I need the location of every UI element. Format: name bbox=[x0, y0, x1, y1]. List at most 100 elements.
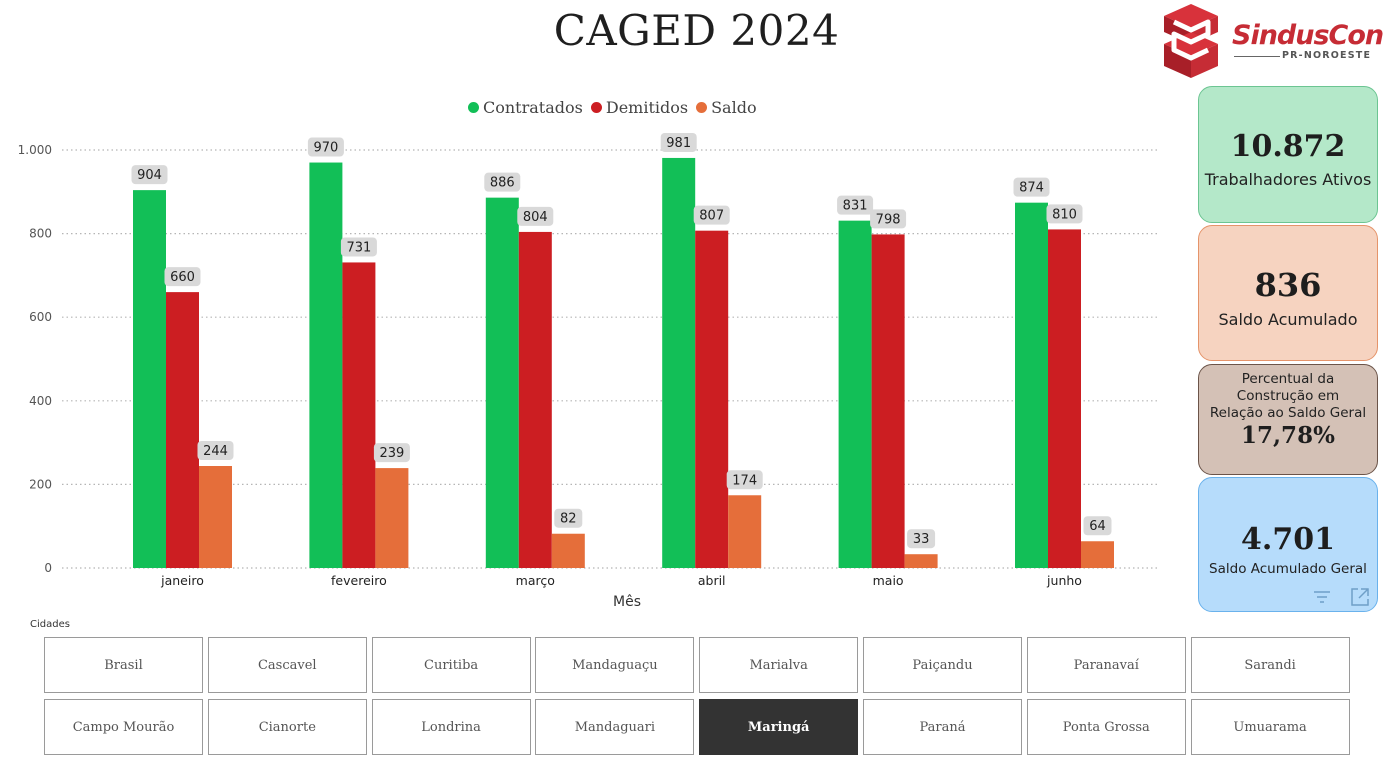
bar-demitidos[interactable] bbox=[695, 230, 729, 568]
bar-demitidos[interactable] bbox=[342, 262, 376, 568]
legend-item-saldo[interactable]: Saldo bbox=[696, 98, 757, 117]
bar-saldo[interactable] bbox=[551, 533, 585, 568]
bar-contratados[interactable] bbox=[662, 157, 696, 568]
data-label: 970 bbox=[313, 141, 338, 156]
data-label: 244 bbox=[203, 444, 228, 459]
data-label-bg bbox=[164, 267, 201, 287]
x-tick-label: fevereiro bbox=[331, 573, 387, 588]
bar-saldo[interactable] bbox=[1081, 541, 1114, 568]
city-tile[interactable]: Maringá bbox=[699, 699, 859, 755]
bar-demitidos[interactable] bbox=[1048, 229, 1081, 569]
kpi-value: 17,78% bbox=[1241, 422, 1335, 449]
y-tick-label: 600 bbox=[29, 310, 52, 324]
city-tile[interactable]: Umuarama bbox=[1190, 699, 1350, 755]
focus-mode-icon[interactable] bbox=[1349, 586, 1371, 608]
kpi-card-percentual-construcao[interactable]: Percentual da Construção em Relação ao S… bbox=[1198, 364, 1378, 475]
data-label-bg bbox=[870, 209, 907, 229]
city-tile[interactable]: Paiçandu bbox=[863, 637, 1022, 693]
data-label: 904 bbox=[137, 168, 162, 183]
legend-item-contratados[interactable]: Contratados bbox=[468, 98, 583, 117]
kpi-label: Saldo Acumulado Geral bbox=[1209, 561, 1367, 577]
city-tile[interactable]: Ponta Grossa bbox=[1026, 699, 1186, 755]
bar-contratados[interactable] bbox=[838, 220, 872, 568]
filter-icon[interactable] bbox=[1311, 586, 1333, 608]
data-label-bg bbox=[1046, 204, 1083, 224]
data-label: 804 bbox=[523, 210, 548, 225]
city-tile[interactable]: Campo Mourão bbox=[44, 699, 203, 755]
data-label-bg bbox=[1013, 177, 1050, 197]
data-label: 810 bbox=[1052, 207, 1077, 222]
legend-label: Contratados bbox=[483, 98, 583, 117]
city-tile[interactable]: Mandaguaçu bbox=[535, 637, 695, 693]
bar-saldo[interactable] bbox=[728, 495, 762, 568]
bar-contratados[interactable] bbox=[133, 190, 166, 568]
city-tile[interactable]: Paranavaí bbox=[1026, 637, 1186, 693]
bar-demitidos[interactable] bbox=[518, 231, 552, 568]
bar-demitidos[interactable] bbox=[871, 234, 905, 568]
legend-dot bbox=[468, 102, 479, 113]
city-tile[interactable]: Sarandi bbox=[1190, 637, 1350, 693]
logo-mark-icon bbox=[1164, 4, 1218, 78]
data-label-bg bbox=[373, 443, 410, 463]
sinduscon-logo bbox=[1164, 4, 1218, 78]
kpi-card-saldo-acumulado[interactable]: 836 Saldo Acumulado bbox=[1198, 225, 1378, 361]
bar-contratados[interactable] bbox=[309, 162, 343, 568]
data-label-bg bbox=[340, 237, 377, 257]
data-label: 33 bbox=[913, 532, 930, 547]
data-label-bg bbox=[554, 508, 583, 528]
data-label-bg bbox=[907, 529, 936, 549]
data-label: 82 bbox=[560, 512, 577, 527]
kpi-card-trabalhadores-ativos[interactable]: 10.872 Trabalhadores Ativos bbox=[1198, 86, 1378, 223]
kpi-label-line: Percentual da bbox=[1241, 371, 1335, 387]
data-label: 874 bbox=[1019, 181, 1044, 196]
bar-contratados[interactable] bbox=[485, 197, 519, 568]
data-label-bg bbox=[131, 165, 168, 185]
data-label: 886 bbox=[490, 176, 515, 191]
bar-saldo[interactable] bbox=[375, 468, 409, 568]
kpi-value: 4.701 bbox=[1241, 522, 1335, 557]
city-tile[interactable]: Curitiba bbox=[371, 637, 531, 693]
x-tick-label: janeiro bbox=[160, 573, 204, 588]
y-tick-label: 400 bbox=[29, 394, 52, 408]
y-tick-label: 200 bbox=[29, 477, 52, 491]
data-label: 807 bbox=[699, 209, 724, 224]
kpi-value: 836 bbox=[1254, 266, 1322, 304]
slicer-title: Cidades bbox=[30, 619, 70, 630]
bar-saldo[interactable] bbox=[904, 554, 938, 568]
data-label: 731 bbox=[346, 240, 371, 255]
city-tile[interactable]: Paraná bbox=[863, 699, 1022, 755]
kpi-card-saldo-acumulado-geral[interactable]: 4.701 Saldo Acumulado Geral bbox=[1198, 477, 1378, 612]
bar-saldo[interactable] bbox=[199, 466, 232, 568]
legend-label: Demitidos bbox=[605, 98, 689, 117]
city-tile[interactable]: Mandaguari bbox=[535, 699, 695, 755]
x-tick-label: abril bbox=[698, 573, 726, 588]
x-axis-title: Mês bbox=[613, 594, 641, 610]
city-tile[interactable]: Cianorte bbox=[207, 699, 367, 755]
y-tick-label: 1.000 bbox=[18, 143, 52, 157]
logo-name: SindusCon bbox=[1232, 20, 1384, 51]
page-title: CAGED 2024 bbox=[553, 6, 840, 55]
x-tick-label: março bbox=[516, 573, 555, 588]
kpi-label: Saldo Acumulado bbox=[1218, 310, 1358, 329]
city-tile[interactable]: Marialva bbox=[699, 637, 859, 693]
city-tile[interactable]: Londrina bbox=[371, 699, 531, 755]
data-label: 981 bbox=[666, 136, 691, 151]
bar-chart: 0 200 400 600 800 1.000 904 660 244 janeiro 970 731… bbox=[18, 132, 1160, 610]
city-tile[interactable]: Cascavel bbox=[207, 637, 367, 693]
legend-dot bbox=[590, 102, 602, 113]
legend-label: Saldo bbox=[711, 98, 757, 117]
data-label-bg bbox=[484, 172, 521, 192]
kpi-label: Trabalhadores Ativos bbox=[1204, 170, 1372, 189]
bar-demitidos[interactable] bbox=[166, 292, 199, 568]
kpi-label: Percentual da Construção em Relação ao S… bbox=[1199, 371, 1377, 422]
chart-legend: Contratados Demitidos Saldo bbox=[468, 98, 757, 117]
logo-subtitle: PR-NOROESTE bbox=[1282, 50, 1372, 61]
legend-item-demitidos[interactable]: Demitidos bbox=[590, 98, 689, 117]
data-label: 831 bbox=[843, 199, 868, 214]
y-tick-label: 800 bbox=[29, 227, 52, 241]
kpi-value: 10.872 bbox=[1230, 129, 1346, 164]
city-tile[interactable]: Brasil bbox=[44, 637, 203, 693]
data-label-bg bbox=[660, 132, 697, 152]
bar-contratados[interactable] bbox=[1015, 202, 1048, 568]
data-label-bg bbox=[693, 205, 730, 225]
